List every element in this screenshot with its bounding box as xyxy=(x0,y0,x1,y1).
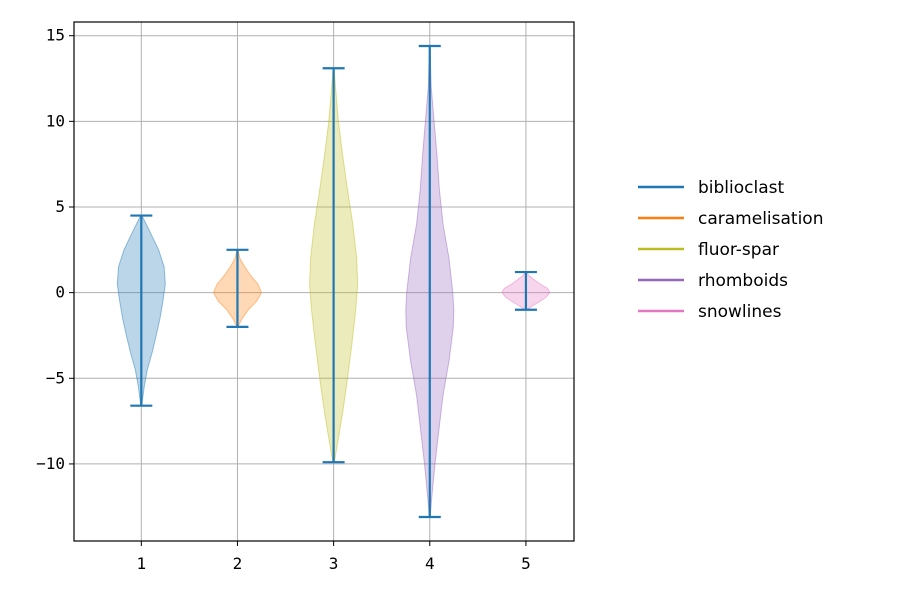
x-tick-label: 2 xyxy=(233,554,243,573)
y-tick-label: −10 xyxy=(36,454,65,473)
y-tick-label: 15 xyxy=(46,26,65,45)
axes-frame xyxy=(73,21,575,542)
legend-label-rhomboids: rhomboids xyxy=(698,271,788,291)
x-tick-label: 1 xyxy=(136,554,146,573)
x-tick-label: 5 xyxy=(521,554,531,573)
violin-lines xyxy=(130,44,537,519)
y-tick-label: 10 xyxy=(46,111,65,130)
x-tick-label: 3 xyxy=(329,554,339,573)
y-tick-label: −5 xyxy=(46,368,65,387)
legend: biblioclast caramelisation fluor-spar rhomb… xyxy=(638,178,823,322)
y-tick-label: 5 xyxy=(55,197,65,216)
y-tick-label: 0 xyxy=(55,283,65,302)
x-axis: 1 2 3 4 5 xyxy=(136,541,531,573)
y-axis: −10 −5 0 5 10 15 xyxy=(36,26,74,473)
legend-label-biblioclast: biblioclast xyxy=(698,178,784,198)
legend-label-caramelisation: caramelisation xyxy=(698,209,823,229)
legend-label-fluor-spar: fluor-spar xyxy=(698,240,779,260)
x-tick-label: 4 xyxy=(425,554,435,573)
legend-label-snowlines: snowlines xyxy=(698,302,782,322)
